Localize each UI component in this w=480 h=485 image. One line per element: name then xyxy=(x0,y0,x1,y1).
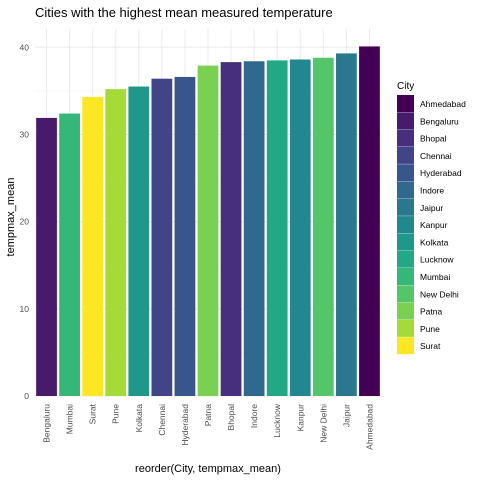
legend-label: Jaipur xyxy=(420,203,443,213)
legend-label: Bhopal xyxy=(420,134,447,144)
x-axis-title: reorder(City, tempmax_mean) xyxy=(135,463,281,475)
bar-surat xyxy=(82,96,104,397)
y-tick-label: 0 xyxy=(24,391,29,401)
legend-swatch xyxy=(397,302,414,320)
y-axis-title: tempmax_mean xyxy=(5,178,17,257)
x-tick-label: Jaipur xyxy=(341,404,351,427)
bar-pune xyxy=(105,89,127,396)
x-tick-label: Bhopal xyxy=(226,404,236,431)
bar-bengaluru xyxy=(36,117,57,396)
y-tick-label: 10 xyxy=(20,304,30,314)
x-axis-ticks: Bengaluru Mumbai Surat Pune Kolkata Chennai Hy… xyxy=(42,403,375,450)
bar-mumbai xyxy=(59,113,80,396)
y-tick-label: 20 xyxy=(20,217,30,227)
legend-swatch xyxy=(397,216,414,234)
legend-title: City xyxy=(397,81,414,92)
y-axis-ticks: 0 10 20 30 40 xyxy=(20,42,30,401)
legend-label: Pune xyxy=(420,324,440,334)
x-tick-label: Kolkata xyxy=(134,404,144,433)
legend-swatch xyxy=(397,181,414,199)
legend: City Ahmedabad Bengaluru Bhopal Chennai Hyde… xyxy=(397,81,466,355)
legend-swatch xyxy=(397,319,414,337)
x-tick-label: Surat xyxy=(88,403,98,424)
y-tick-label: 30 xyxy=(20,129,30,139)
legend-label: New Delhi xyxy=(420,289,459,299)
x-tick-label: Bengaluru xyxy=(42,404,52,443)
bar-patna xyxy=(197,65,219,396)
legend-swatch xyxy=(397,268,414,285)
legend-label: Bengaluru xyxy=(420,116,459,126)
legend-swatch xyxy=(397,337,414,355)
x-tick-label: Pune xyxy=(111,404,121,424)
legend-swatch xyxy=(397,233,414,251)
bar-ahmedabad xyxy=(359,46,380,396)
bar-chennai xyxy=(151,78,173,396)
bar-kolkata xyxy=(128,86,150,397)
bars xyxy=(36,46,380,397)
legend-label: Ahmedabad xyxy=(420,99,466,109)
bar-indore xyxy=(243,61,265,397)
bar-jaipur xyxy=(336,53,357,397)
bar-lucknow xyxy=(266,60,288,397)
x-tick-label: Hyderabad xyxy=(180,404,190,446)
x-tick-label: Ahmedabad xyxy=(364,404,374,450)
y-tick-label: 40 xyxy=(20,42,30,52)
legend-swatch xyxy=(397,250,414,268)
legend-swatch xyxy=(397,95,414,112)
legend-swatch xyxy=(397,129,414,147)
x-tick-label: New Delhi xyxy=(318,404,328,443)
bar-bhopal xyxy=(220,62,242,397)
x-tick-label: Indore xyxy=(249,404,259,428)
legend-swatch xyxy=(397,198,414,216)
legend-label: Patna xyxy=(420,307,442,317)
x-tick-label: Kanpur xyxy=(295,404,305,432)
legend-swatch xyxy=(397,112,414,130)
x-tick-label: Mumbai xyxy=(65,404,75,434)
legend-label: Hyderabad xyxy=(420,168,462,178)
legend-swatch xyxy=(397,285,414,303)
legend-label: Lucknow xyxy=(420,255,454,265)
x-tick-label: Lucknow xyxy=(272,403,282,437)
x-tick-label: Chennai xyxy=(157,404,167,436)
bar-kanpur xyxy=(289,59,311,397)
legend-label: Indore xyxy=(420,186,444,196)
legend-swatch xyxy=(397,146,414,164)
legend-label: Mumbai xyxy=(420,272,450,282)
legend-label: Kolkata xyxy=(420,237,449,247)
legend-label: Kanpur xyxy=(420,220,448,230)
bar-new-delhi xyxy=(312,57,334,397)
legend-label: Chennai xyxy=(420,151,452,161)
legend-swatch xyxy=(397,164,414,182)
bar-hyderabad xyxy=(174,76,196,396)
chart-title: Cities with the highest mean measured te… xyxy=(35,5,333,20)
legend-label: Surat xyxy=(420,341,441,351)
x-tick-label: Patna xyxy=(203,404,213,426)
